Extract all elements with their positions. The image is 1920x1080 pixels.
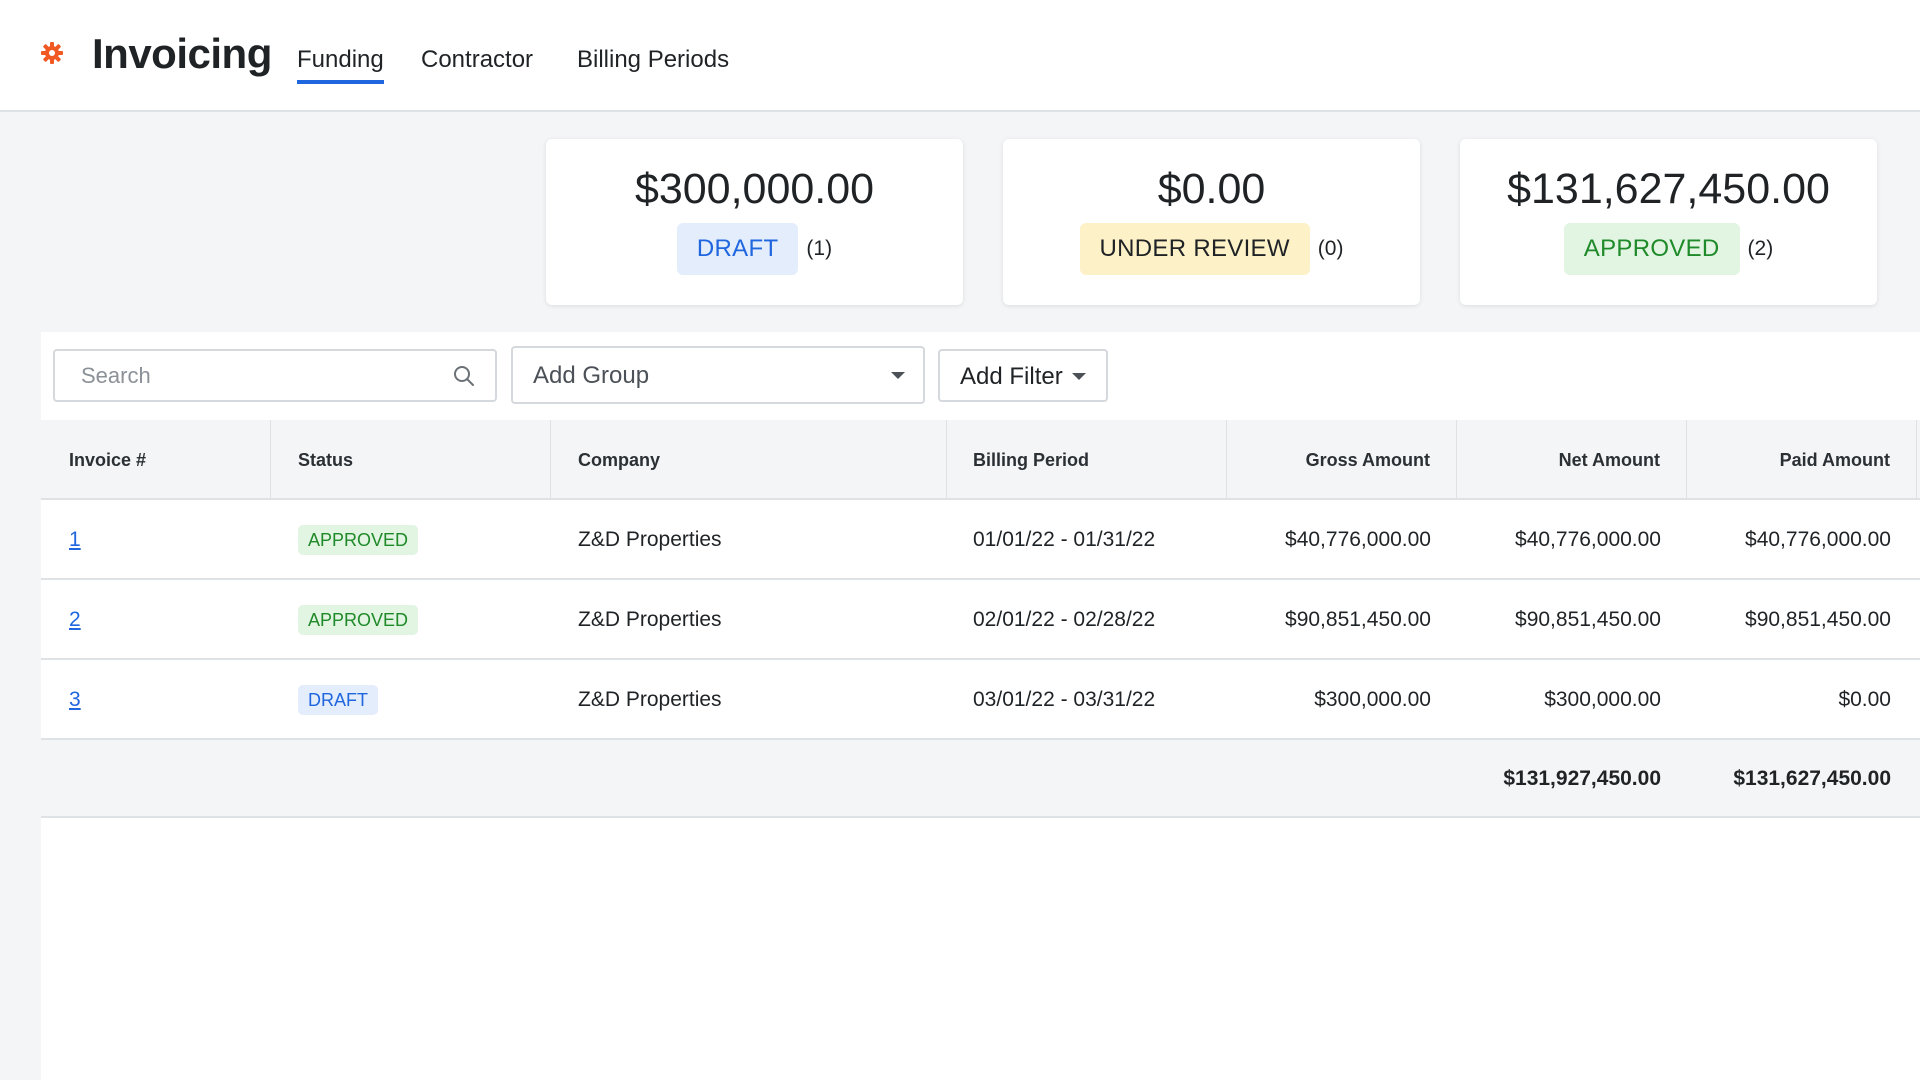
status-badge: APPROVED xyxy=(1563,223,1740,275)
column-header-billing-period[interactable]: Billing Period xyxy=(947,420,1227,500)
summary-count: (0) xyxy=(1317,237,1344,260)
summary-amount: $0.00 xyxy=(1157,165,1266,213)
summary-amount: $300,000.00 xyxy=(634,165,875,213)
summary-card-under-review[interactable]: $0.00 UNDER REVIEW (0) xyxy=(1003,139,1420,305)
status-badge: DRAFT xyxy=(676,223,799,275)
paid-amount-cell: $90,851,450.00 xyxy=(1745,608,1891,631)
toolbar: Add Group Add Filter xyxy=(41,332,1920,420)
column-header-net-amount[interactable]: Net Amount xyxy=(1457,420,1687,500)
invoice-link[interactable]: 3 xyxy=(69,688,81,711)
status-badge: UNDER REVIEW xyxy=(1079,223,1310,275)
tab-billing-periods[interactable]: Billing Periods xyxy=(577,46,730,73)
summary-status-row: UNDER REVIEW (0) xyxy=(1003,223,1420,275)
app-header: Invoicing Funding Contractor Billing Per… xyxy=(0,0,1920,112)
table-row[interactable]: 2 APPROVED Z&D Properties 02/01/22 - 02/… xyxy=(41,580,1920,660)
column-header-status[interactable]: Status xyxy=(271,420,551,500)
net-amount-cell: $300,000.00 xyxy=(1544,688,1661,711)
company-cell: Z&D Properties xyxy=(578,688,722,711)
company-cell: Z&D Properties xyxy=(578,528,722,551)
add-filter-label: Add Filter xyxy=(960,363,1063,390)
table-totals-row: $131,927,450.00 $131,627,450.00 xyxy=(41,740,1920,818)
status-badge: DRAFT xyxy=(298,685,378,716)
paid-amount-cell: $40,776,000.00 xyxy=(1745,528,1891,551)
chevron-down-icon xyxy=(1072,372,1086,380)
page-title: Invoicing xyxy=(92,30,272,77)
invoice-link[interactable]: 2 xyxy=(69,608,81,631)
net-amount-cell: $40,776,000.00 xyxy=(1515,528,1661,551)
search-icon[interactable] xyxy=(453,365,475,387)
summary-count: (2) xyxy=(1747,237,1774,260)
search-box[interactable] xyxy=(53,349,497,402)
billing-period-cell: 02/01/22 - 02/28/22 xyxy=(973,608,1156,631)
add-group-dropdown[interactable]: Add Group xyxy=(511,346,925,404)
tab-funding[interactable]: Funding xyxy=(297,46,384,84)
column-header-paid-amount[interactable]: Paid Amount xyxy=(1687,420,1917,500)
search-input[interactable] xyxy=(55,351,495,400)
column-header-company[interactable]: Company xyxy=(551,420,947,500)
column-header-gross-amount[interactable]: Gross Amount xyxy=(1227,420,1457,500)
gross-amount-cell: $90,851,450.00 xyxy=(1285,608,1431,631)
add-filter-button[interactable]: Add Filter xyxy=(938,349,1108,402)
summary-amount: $131,627,450.00 xyxy=(1507,165,1830,213)
column-header-invoice[interactable]: Invoice # xyxy=(41,420,271,500)
billing-period-cell: 03/01/22 - 03/31/22 xyxy=(973,688,1156,711)
status-badge: APPROVED xyxy=(298,605,419,636)
gross-amount-cell: $300,000.00 xyxy=(1314,688,1431,711)
summary-count: (1) xyxy=(806,237,833,260)
invoice-link[interactable]: 1 xyxy=(69,528,81,551)
net-amount-cell: $90,851,450.00 xyxy=(1515,608,1661,631)
tab-contractor[interactable]: Contractor xyxy=(421,46,534,73)
net-amount-total: $131,927,450.00 xyxy=(1503,767,1661,790)
summary-status-row: DRAFT (1) xyxy=(546,223,963,275)
billing-period-cell: 01/01/22 - 01/31/22 xyxy=(973,528,1156,551)
summary-card-draft[interactable]: $300,000.00 DRAFT (1) xyxy=(546,139,963,305)
summary-card-approved[interactable]: $131,627,450.00 APPROVED (2) xyxy=(1460,139,1877,305)
table-row[interactable]: 1 APPROVED Z&D Properties 01/01/22 - 01/… xyxy=(41,500,1920,580)
invoice-panel: Add Group Add Filter Invoice # Status Co… xyxy=(41,332,1920,1080)
status-badge: APPROVED xyxy=(298,525,419,556)
table-header: Invoice # Status Company Billing Period … xyxy=(41,420,1920,500)
company-cell: Z&D Properties xyxy=(578,608,722,631)
paid-amount-total: $131,627,450.00 xyxy=(1733,767,1891,790)
paid-amount-cell: $0.00 xyxy=(1838,688,1891,711)
add-group-label: Add Group xyxy=(533,362,650,389)
gear-icon xyxy=(41,42,63,64)
gross-amount-cell: $40,776,000.00 xyxy=(1285,528,1431,551)
chevron-down-icon xyxy=(891,372,905,379)
summary-status-row: APPROVED (2) xyxy=(1460,223,1877,275)
table-row[interactable]: 3 DRAFT Z&D Properties 03/01/22 - 03/31/… xyxy=(41,660,1920,740)
